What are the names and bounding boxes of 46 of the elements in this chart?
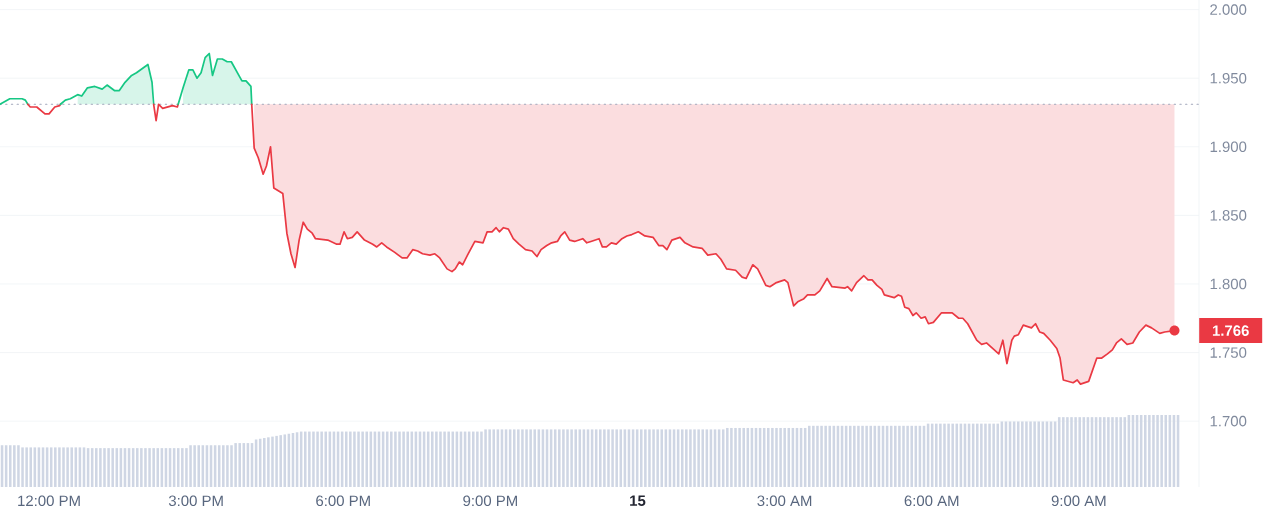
bar — [230, 445, 233, 487]
bar — [439, 431, 442, 487]
bar — [996, 423, 1000, 487]
x-tick-label: 9:00 PM — [463, 495, 517, 507]
bar — [62, 447, 65, 487]
bar — [680, 429, 684, 487]
bar — [271, 436, 274, 487]
bar — [156, 448, 160, 487]
x-tick-label: 9:00 AM — [1051, 495, 1106, 507]
x-tick-label: 12:00 PM — [18, 495, 80, 507]
bar — [344, 431, 348, 487]
y-tick-label: 1.850 — [1210, 210, 1247, 221]
x-tick-label: 3:00 PM — [168, 495, 223, 507]
bar — [902, 425, 905, 487]
y-tick-label: 2.000 — [1210, 4, 1247, 15]
bar — [1111, 417, 1114, 487]
bar — [775, 427, 778, 487]
bar — [566, 429, 569, 487]
y-tick-label: 1.700 — [1210, 415, 1247, 427]
y-tick-label: 1.900 — [1210, 141, 1247, 153]
bar — [1143, 415, 1147, 487]
bar — [848, 425, 852, 487]
bar — [492, 429, 496, 487]
y-tick-label: 1.750 — [1210, 347, 1247, 358]
bar — [103, 448, 106, 487]
bar — [734, 427, 737, 487]
x-tick-label: 3:00 AM — [757, 495, 812, 507]
bar — [398, 431, 401, 487]
bar — [975, 423, 979, 487]
y-tick-label: 1.800 — [1210, 278, 1247, 290]
bar — [324, 431, 328, 487]
bar — [1070, 417, 1073, 487]
x-tick-label: 6:00 PM — [316, 495, 370, 507]
bar — [8, 445, 12, 487]
y-tick-label: 1.950 — [1210, 72, 1247, 84]
bar — [1016, 421, 1020, 487]
bar — [607, 429, 610, 487]
x-tick-label: 15 — [630, 495, 646, 506]
bar — [1164, 415, 1168, 487]
x-tick-label: 6:00 AM — [904, 495, 959, 507]
bar — [512, 429, 516, 487]
bar — [828, 425, 832, 487]
bar — [660, 429, 664, 487]
bar — [943, 423, 946, 487]
annotation: 1.766 — [1212, 325, 1249, 336]
bar — [176, 448, 180, 487]
